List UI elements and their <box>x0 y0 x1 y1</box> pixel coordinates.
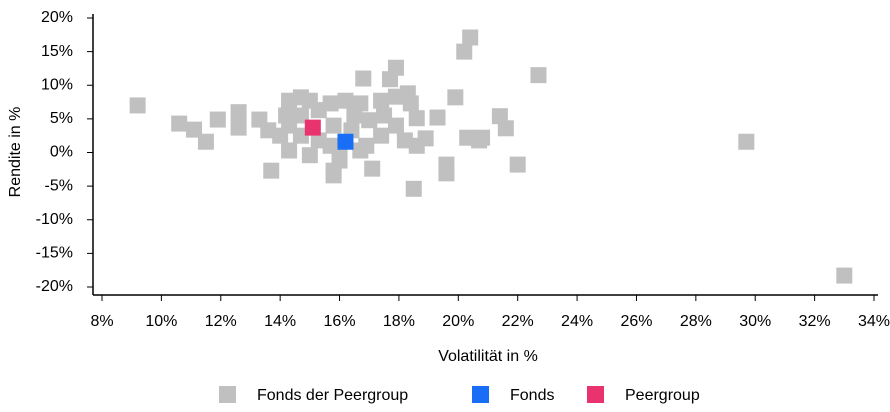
point <box>263 162 280 179</box>
y-tick-label: 20% <box>41 9 73 26</box>
point <box>209 111 226 128</box>
y-tick-label: -5% <box>45 177 73 194</box>
point <box>230 104 247 121</box>
point <box>491 108 508 125</box>
y-tick-label: 15% <box>41 43 73 60</box>
point <box>322 137 339 154</box>
point <box>429 109 446 126</box>
point <box>361 112 378 129</box>
legend-swatch <box>587 386 604 403</box>
legend-label: Fonds <box>510 387 554 404</box>
point <box>402 95 419 112</box>
point <box>331 152 348 169</box>
point <box>304 119 321 136</box>
point <box>230 119 247 136</box>
y-tick-label: 10% <box>41 76 73 93</box>
point <box>171 115 188 132</box>
y-tick-label: -15% <box>36 245 73 262</box>
point <box>474 129 491 146</box>
point <box>325 167 342 184</box>
x-tick-label: 10% <box>145 313 177 330</box>
point <box>447 89 464 106</box>
point <box>337 92 354 109</box>
y-tick-label: 5% <box>50 110 73 127</box>
point <box>364 160 381 177</box>
point <box>186 121 203 138</box>
point <box>438 165 455 182</box>
x-tick-label: 16% <box>324 313 356 330</box>
x-tick-label: 30% <box>739 313 771 330</box>
point <box>355 70 372 87</box>
x-tick-label: 20% <box>442 313 474 330</box>
point <box>197 133 214 150</box>
point <box>373 127 390 144</box>
point <box>292 107 309 124</box>
legend-swatch <box>472 386 489 403</box>
point <box>272 127 289 144</box>
point <box>301 147 318 164</box>
x-tick-label: 22% <box>502 313 534 330</box>
point <box>325 117 342 134</box>
x-axis-label: Volatilität in % <box>438 348 538 365</box>
point <box>405 180 422 197</box>
x-tick-label: 34% <box>858 313 890 330</box>
x-tick-label: 26% <box>620 313 652 330</box>
x-tick-label: 24% <box>561 313 593 330</box>
point <box>281 142 298 159</box>
y-tick-label: -10% <box>36 211 73 228</box>
point <box>462 29 479 46</box>
y-axis-label: Rendite in % <box>7 107 24 198</box>
y-tick-label: 0% <box>50 144 73 161</box>
point <box>278 107 295 124</box>
point <box>376 107 393 124</box>
x-tick-label: 14% <box>264 313 296 330</box>
point <box>337 133 354 150</box>
x-tick-label: 18% <box>383 313 415 330</box>
point <box>408 137 425 154</box>
point <box>738 133 755 150</box>
point <box>373 92 390 109</box>
point <box>310 102 327 119</box>
point <box>382 71 399 88</box>
x-tick-label: 32% <box>799 313 831 330</box>
legend-swatch <box>219 386 236 403</box>
legend-label: Peergroup <box>625 387 700 404</box>
point <box>408 110 425 127</box>
x-tick-label: 12% <box>205 313 237 330</box>
x-tick-label: 28% <box>680 313 712 330</box>
y-tick-label: -20% <box>36 278 73 295</box>
point <box>346 107 363 124</box>
x-tick-label: 8% <box>90 313 113 330</box>
point <box>509 156 526 173</box>
point <box>497 120 514 137</box>
point <box>456 43 473 60</box>
point <box>836 267 853 284</box>
legend-label: Fonds der Peergroup <box>257 387 408 404</box>
point <box>352 142 369 159</box>
point <box>530 67 547 84</box>
point <box>129 97 146 114</box>
point <box>352 95 369 112</box>
